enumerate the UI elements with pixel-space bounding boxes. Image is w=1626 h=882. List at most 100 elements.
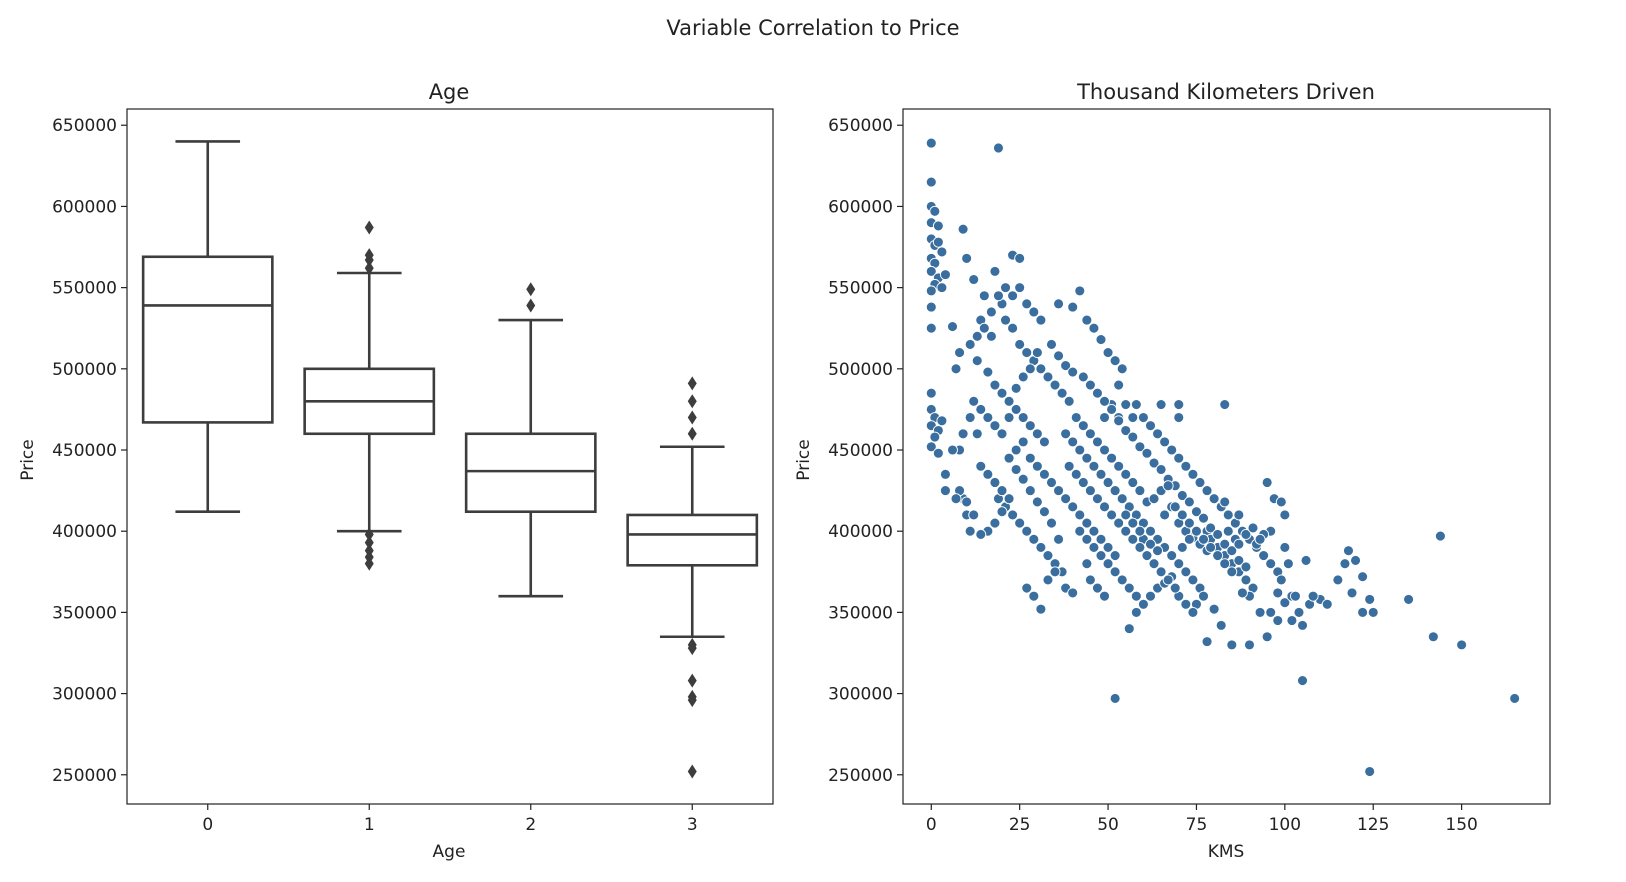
scatter-point <box>1031 460 1043 472</box>
scatter-point <box>961 496 973 508</box>
scatter-point <box>971 355 983 367</box>
scatter-plot-panel: Thousand Kilometers Driven 250000 300000 3… <box>794 80 1551 862</box>
scatter-point <box>989 420 1001 432</box>
scatter-point <box>1187 606 1199 618</box>
scatter-point <box>1236 587 1248 599</box>
scatter-point <box>1456 639 1468 651</box>
outlier-point <box>687 673 697 688</box>
scatter-point <box>1275 496 1287 508</box>
scatter-point <box>1403 593 1415 605</box>
box-plot-x-ticks: 0 1 2 3 <box>202 804 698 835</box>
scatter-point <box>1067 587 1079 599</box>
scatter-point <box>1000 314 1011 326</box>
scatter-point <box>1084 574 1096 586</box>
scatter-point <box>1307 590 1319 602</box>
scatter-point <box>1176 509 1188 521</box>
scatter-point <box>1145 420 1156 432</box>
scatter-point <box>1024 452 1036 464</box>
scatter-point <box>989 477 1001 488</box>
scatter-point <box>1244 639 1255 651</box>
scatter-point <box>925 285 937 297</box>
scatter-point <box>1364 766 1376 777</box>
scatter-point <box>1081 314 1093 326</box>
y-tick-label: 250000 <box>52 766 117 786</box>
scatter-point <box>1258 550 1270 562</box>
scatter-point <box>1261 631 1273 643</box>
scatter-point <box>1116 363 1128 375</box>
scatter-point <box>1137 412 1149 423</box>
scatter-point <box>1176 490 1188 501</box>
scatter-point <box>1343 545 1354 557</box>
scatter-point <box>996 387 1008 399</box>
x-tick-label: 0 <box>202 815 213 835</box>
x-tick-label: 1 <box>364 815 375 835</box>
scatter-point <box>1067 436 1079 448</box>
scatter-point <box>1056 387 1068 399</box>
scatter-point <box>975 528 987 540</box>
scatter-point <box>1141 447 1153 459</box>
iqr-box <box>626 513 759 567</box>
scatter-point <box>1049 379 1061 391</box>
scatter-point <box>1109 550 1121 562</box>
scatter-point <box>1176 541 1188 553</box>
scatter-point <box>1208 603 1220 615</box>
scatter-point <box>1102 477 1114 488</box>
scatter-point <box>1014 252 1026 264</box>
scatter-point <box>1254 533 1266 545</box>
scatter-point <box>1113 460 1125 472</box>
scatter-point <box>1145 538 1156 550</box>
scatter-point <box>1038 436 1050 448</box>
y-tick-label: 300000 <box>828 685 893 705</box>
scatter-point <box>1060 428 1072 440</box>
scatter-point <box>1102 541 1114 553</box>
x-tick-label: 25 <box>1009 815 1031 835</box>
scatter-point <box>1169 582 1181 594</box>
iqr-box <box>141 255 274 424</box>
scatter-point <box>1017 473 1029 485</box>
scatter-point <box>925 322 937 334</box>
scatter-point <box>1102 347 1114 359</box>
scatter-point <box>1067 501 1079 513</box>
scatter-point <box>1190 506 1202 518</box>
scatter-point <box>1346 587 1358 599</box>
outlier-point <box>687 410 697 425</box>
scatter-point <box>1198 590 1209 602</box>
scatter-point <box>1109 566 1121 578</box>
outlier-point <box>687 764 697 779</box>
x-tick-label: 150 <box>1445 815 1477 835</box>
scatter-point <box>932 220 944 232</box>
scatter-point <box>1038 468 1050 480</box>
scatter-point <box>1198 533 1209 545</box>
scatter-point <box>1226 639 1238 651</box>
scatter-point <box>1084 379 1096 391</box>
scatter-point <box>1060 360 1072 372</box>
scatter-point <box>1084 485 1096 497</box>
scatter-point <box>1063 395 1075 407</box>
scatter-point <box>1088 541 1100 553</box>
scatter-point <box>939 468 951 480</box>
scatter-point <box>971 330 983 342</box>
y-tick-label: 650000 <box>52 116 117 136</box>
scatter-point <box>1067 301 1079 313</box>
scatter-point <box>1035 363 1047 375</box>
x-tick-label: 0 <box>926 815 937 835</box>
scatter-point <box>1113 379 1125 391</box>
scatter-point <box>1074 509 1086 521</box>
scatter-point <box>1038 506 1050 518</box>
scatter-point <box>1109 485 1121 497</box>
scatter-point <box>1145 590 1156 602</box>
scatter-point <box>1010 403 1022 415</box>
scatter-point <box>936 246 948 258</box>
scatter-point <box>1074 525 1086 537</box>
y-tick-label: 350000 <box>828 603 893 623</box>
scatter-point <box>1099 444 1110 456</box>
scatter-point <box>1187 574 1199 586</box>
scatter-point <box>975 460 987 472</box>
scatter-point <box>1031 347 1043 359</box>
scatter-point <box>1035 314 1047 326</box>
scatter-point <box>954 347 966 359</box>
scatter-plot-frame <box>902 108 1551 805</box>
scatter-point <box>1042 550 1054 562</box>
scatter-point <box>1003 412 1015 423</box>
scatter-point <box>1155 399 1167 410</box>
